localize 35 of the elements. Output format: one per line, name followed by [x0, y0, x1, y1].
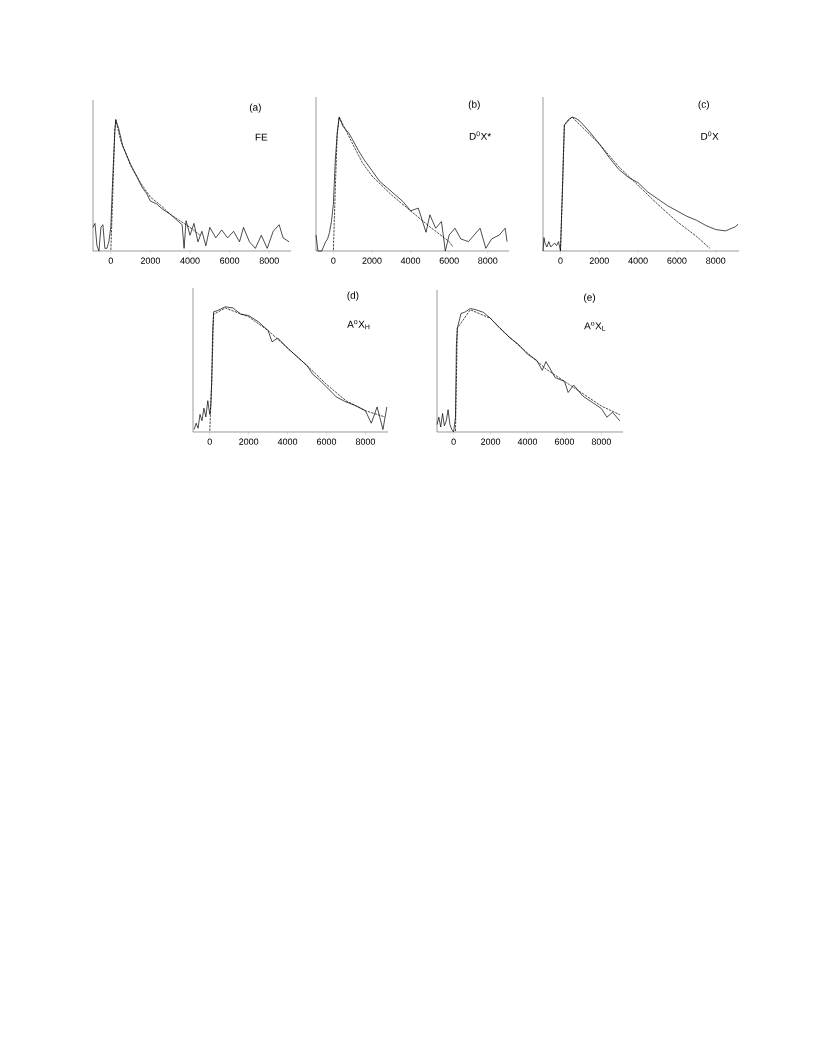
- chart-title: (e): [584, 293, 595, 303]
- x-tick-label: 2000: [362, 257, 382, 264]
- x-tick-label: 0: [451, 438, 456, 445]
- x-tick-label: 8000: [259, 257, 279, 264]
- text: D$^{0}$X: [701, 131, 719, 140]
- x-tick-label: 8000: [706, 257, 726, 264]
- x-tick-label: 8000: [478, 257, 498, 264]
- x-tick-label: 6000: [667, 257, 687, 264]
- x-tick-label: 4000: [517, 438, 538, 445]
- x-tick-label: 6000: [554, 438, 575, 445]
- x-tick-label: 2000: [481, 438, 501, 445]
- text: A$^{o}$X$_{L}$: [584, 321, 606, 331]
- x-tick-label: 4000: [277, 438, 298, 445]
- chart-title: (b): [468, 100, 480, 110]
- x-tick-label: 0: [558, 257, 563, 264]
- x-tick-label: 6000: [316, 438, 337, 445]
- chart-title: (d): [347, 291, 359, 301]
- x-tick-label: 4000: [628, 257, 648, 264]
- x-tick-label: 0: [108, 257, 113, 264]
- x-tick-label: 8000: [355, 438, 376, 445]
- x-tick-label: 4000: [400, 257, 421, 264]
- chart-title: (c): [698, 100, 709, 110]
- x-tick-label: 6000: [220, 257, 240, 264]
- text: A$^{o}$X$_{H}$: [347, 320, 370, 330]
- x-tick-label: 0: [331, 257, 336, 264]
- x-tick-label: 2000: [589, 257, 609, 264]
- x-tick-label: 6000: [439, 257, 459, 264]
- text: FE: [255, 133, 268, 141]
- x-tick-label: 2000: [239, 438, 259, 445]
- x-tick-label: 0: [207, 438, 212, 445]
- chart-title: (a): [249, 103, 261, 113]
- x-tick-label: 8000: [591, 438, 612, 445]
- x-tick-label: 4000: [180, 257, 200, 264]
- x-tick-label: 2000: [140, 257, 161, 264]
- text: D$^{0}$X*: [469, 131, 491, 140]
